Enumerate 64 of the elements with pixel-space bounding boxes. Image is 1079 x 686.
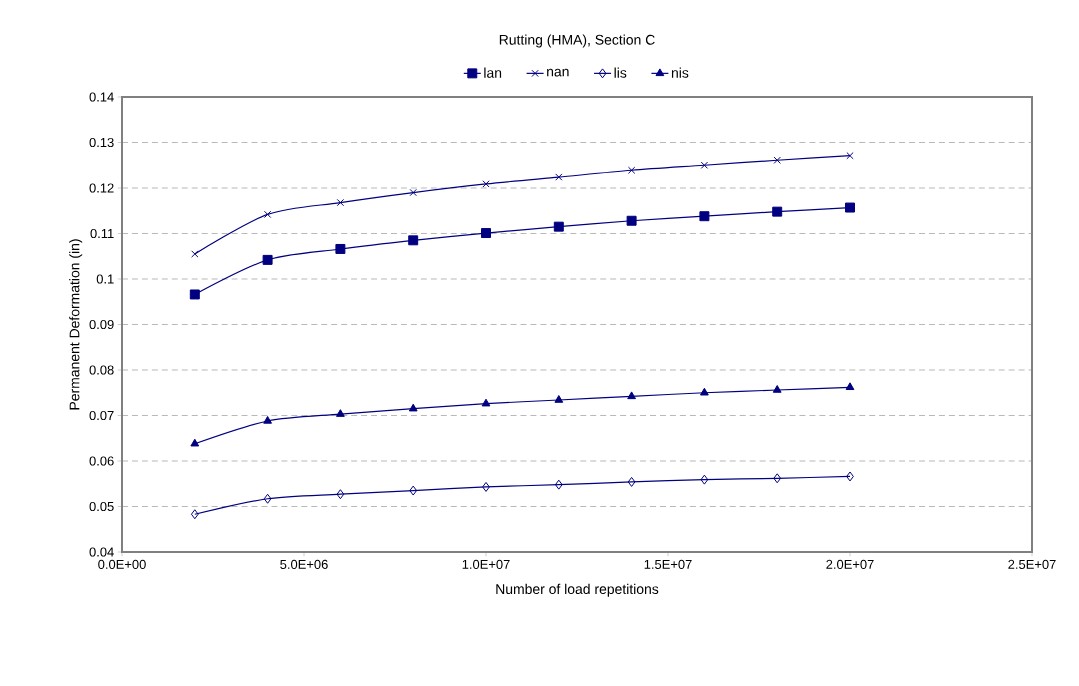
point — [408, 235, 419, 246]
point — [263, 493, 272, 504]
point — [627, 476, 636, 487]
x-tick-label: 1.0E+07 — [462, 559, 510, 569]
legend-label: lis — [614, 67, 627, 78]
point — [627, 391, 636, 400]
x-tick-label: 2.5E+07 — [1008, 559, 1056, 569]
y-tick-label: 0.14 — [89, 92, 114, 102]
point — [627, 166, 636, 174]
point — [336, 489, 345, 500]
point — [700, 161, 709, 169]
y-tick-label: 0.13 — [89, 137, 114, 148]
point — [773, 156, 781, 164]
x-tick-label: 5.0E+06 — [280, 559, 328, 569]
point — [773, 473, 782, 484]
point — [846, 471, 854, 482]
y-tick-label: 0.05 — [89, 501, 114, 512]
legend-label: nan — [547, 68, 569, 77]
point — [482, 481, 490, 492]
point — [481, 228, 491, 239]
point — [408, 403, 418, 412]
y-axis-title: Permanent Deformation (in) — [69, 239, 83, 410]
x-tick-label: 1.5E+07 — [644, 559, 692, 569]
point — [482, 180, 490, 188]
point — [772, 206, 783, 217]
point — [700, 387, 709, 396]
point — [555, 173, 563, 181]
point — [263, 210, 272, 219]
point — [335, 243, 346, 254]
point — [699, 211, 710, 222]
y-tick-label: 0.11 — [90, 228, 114, 239]
point — [846, 152, 854, 160]
point — [336, 409, 345, 417]
point — [772, 385, 782, 393]
point — [409, 485, 418, 496]
y-tick-label: 0.09 — [89, 319, 114, 330]
y-tick-label: 0.12 — [89, 183, 114, 193]
x-axis-title: Number of load repetitions — [496, 583, 659, 597]
x-tick-label: 2.0E+07 — [826, 559, 874, 569]
point — [700, 474, 709, 485]
legend-label: lan — [484, 67, 502, 78]
y-tick-label: 0.08 — [89, 365, 114, 375]
point — [626, 215, 637, 226]
y-tick-label: 0.06 — [89, 456, 114, 466]
point — [481, 398, 491, 407]
point — [191, 250, 199, 258]
point — [554, 395, 564, 403]
point — [336, 198, 345, 207]
point — [553, 221, 564, 232]
point — [189, 289, 200, 300]
point — [845, 202, 855, 213]
point — [263, 415, 272, 424]
x-tick-label: 0.0E+00 — [98, 559, 146, 569]
point — [262, 254, 273, 265]
legend-label: nis — [671, 67, 689, 78]
chart-title: Rutting (HMA), Section C — [499, 34, 655, 48]
point — [845, 382, 855, 391]
y-tick-label: 0.07 — [89, 410, 114, 421]
y-tick-label: 0.1 — [96, 274, 114, 284]
point — [554, 479, 563, 490]
point — [409, 188, 417, 197]
y-tick-label: 0.04 — [89, 547, 114, 557]
point — [190, 509, 199, 520]
point — [190, 438, 200, 447]
